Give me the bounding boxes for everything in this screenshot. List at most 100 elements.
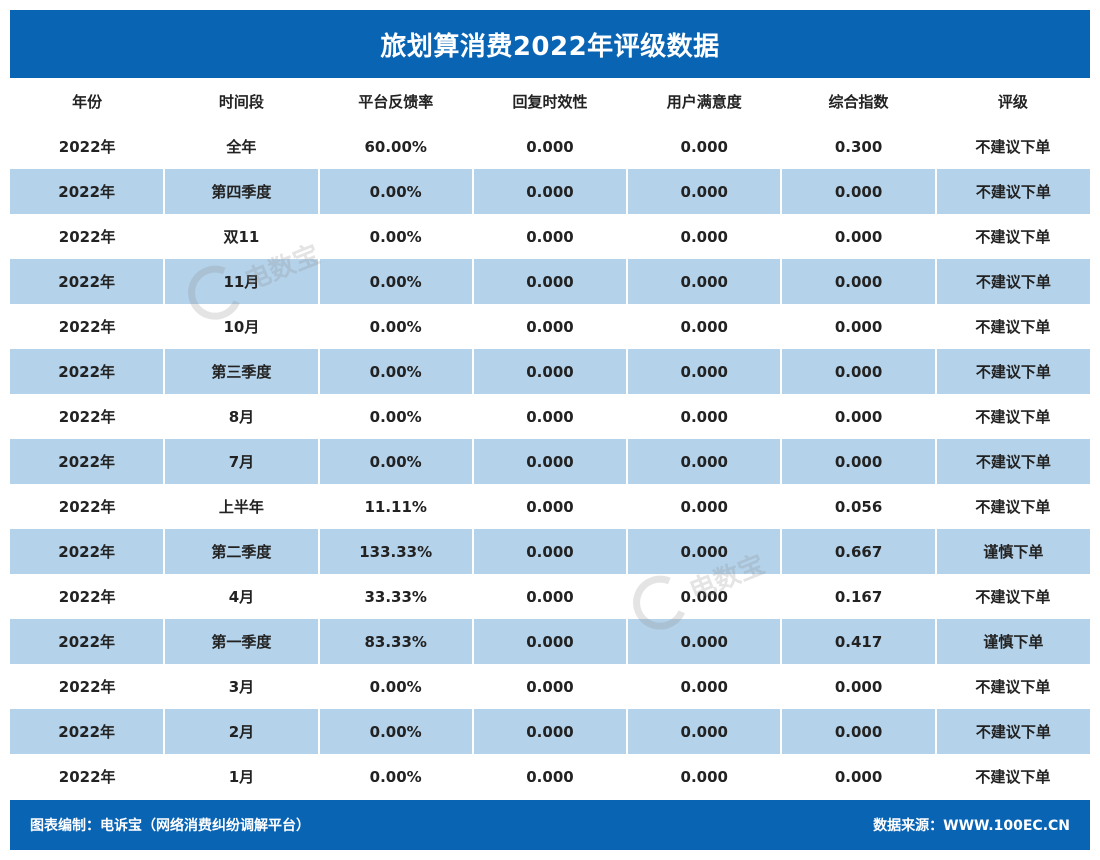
reply-timeliness-cell: 0.000 xyxy=(526,497,574,516)
satisfaction-cell: 0.000 xyxy=(626,619,782,664)
composite-index-cell: 0.000 xyxy=(780,709,936,754)
rating-cell: 不建议下单 xyxy=(975,408,1051,426)
reply-timeliness-cell: 0.000 xyxy=(471,439,628,484)
col-header-rating: 评级 xyxy=(997,92,1028,111)
satisfaction-cell: 0.000 xyxy=(680,137,728,156)
footer-bar: 图表编制：电诉宝（网络消费纠纷调解平台） 数据来源：WWW.100EC.CN xyxy=(10,800,1090,850)
col-header-reply-timeliness: 回复时效性 xyxy=(512,92,588,111)
composite-index-cell: 0.300 xyxy=(834,137,883,156)
satisfaction-cell: 0.000 xyxy=(626,259,782,304)
year-cell: 2022年 xyxy=(58,498,116,516)
period-cell: 第四季度 xyxy=(163,169,319,214)
satisfaction-cell: 0.000 xyxy=(680,497,728,516)
reply-timeliness-cell: 0.000 xyxy=(471,529,628,574)
reply-timeliness-cell: 0.000 xyxy=(471,349,628,394)
composite-index-cell: 0.000 xyxy=(780,349,936,394)
year-cell: 2022年 xyxy=(58,588,116,606)
rating-cell: 不建议下单 xyxy=(934,169,1090,214)
footer-source: 数据来源：WWW.100EC.CN xyxy=(873,818,1070,834)
satisfaction-cell: 0.000 xyxy=(680,587,728,606)
rating-cell: 不建议下单 xyxy=(975,768,1051,786)
period-cell: 8月 xyxy=(228,408,255,426)
feedback-rate-cell: 11.11% xyxy=(364,497,427,516)
period-cell: 7月 xyxy=(163,439,319,484)
rating-cell: 不建议下单 xyxy=(975,138,1051,156)
composite-index-cell: 0.000 xyxy=(780,259,936,304)
col-header-feedback-rate: 平台反馈率 xyxy=(358,92,434,111)
feedback-rate-cell: 0.00% xyxy=(369,677,422,696)
table-row: 2022年 10月 0.00% 0.000 0.000 0.000 不建议下单 xyxy=(10,304,1090,349)
feedback-rate-cell: 0.00% xyxy=(317,169,473,214)
year-cell: 2022年 xyxy=(10,529,165,574)
composite-index-cell: 0.667 xyxy=(780,529,936,574)
year-cell: 2022年 xyxy=(58,138,116,156)
year-cell: 2022年 xyxy=(10,709,165,754)
year-cell: 2022年 xyxy=(10,619,165,664)
feedback-rate-cell: 0.00% xyxy=(369,767,422,786)
year-cell: 2022年 xyxy=(58,678,116,696)
rating-cell: 谨慎下单 xyxy=(934,619,1090,664)
feedback-rate-cell: 0.00% xyxy=(317,709,473,754)
period-cell: 全年 xyxy=(226,138,257,156)
reply-timeliness-cell: 0.000 xyxy=(471,709,628,754)
rating-cell: 不建议下单 xyxy=(934,439,1090,484)
table-row: 2022年 上半年 11.11% 0.000 0.000 0.056 不建议下单 xyxy=(10,484,1090,529)
footer-credit: 图表编制：电诉宝（网络消费纠纷调解平台） xyxy=(30,818,310,834)
col-header-period: 时间段 xyxy=(218,92,264,111)
composite-index-cell: 0.000 xyxy=(834,317,883,336)
feedback-rate-cell: 60.00% xyxy=(364,137,427,156)
composite-index-cell: 0.000 xyxy=(834,677,883,696)
feedback-rate-cell: 0.00% xyxy=(369,227,422,246)
composite-index-cell: 0.000 xyxy=(780,169,936,214)
composite-index-cell: 0.000 xyxy=(834,407,883,426)
reply-timeliness-cell: 0.000 xyxy=(526,137,574,156)
period-cell: 4月 xyxy=(228,588,255,606)
period-cell: 第三季度 xyxy=(163,349,319,394)
composite-index-cell: 0.167 xyxy=(834,587,883,606)
table-row: 2022年 8月 0.00% 0.000 0.000 0.000 不建议下单 xyxy=(10,394,1090,439)
period-cell: 双11 xyxy=(223,228,260,246)
satisfaction-cell: 0.000 xyxy=(626,439,782,484)
rating-table: 年份 时间段 平台反馈率 回复时效性 用户满意度 综合指数 评级 2022年 全年… xyxy=(10,78,1090,799)
rating-cell: 不建议下单 xyxy=(934,709,1090,754)
period-cell: 1月 xyxy=(228,768,255,786)
satisfaction-cell: 0.000 xyxy=(680,677,728,696)
table-row: 2022年 全年 60.00% 0.000 0.000 0.300 不建议下单 xyxy=(10,124,1090,169)
feedback-rate-cell: 0.00% xyxy=(369,317,422,336)
satisfaction-cell: 0.000 xyxy=(626,529,782,574)
col-header-year: 年份 xyxy=(72,92,103,111)
feedback-rate-cell: 0.00% xyxy=(317,439,473,484)
table-row: 2022年 4月 33.33% 0.000 0.000 0.167 不建议下单 xyxy=(10,574,1090,619)
table-row: 2022年 3月 0.00% 0.000 0.000 0.000 不建议下单 xyxy=(10,664,1090,709)
rating-cell: 不建议下单 xyxy=(975,318,1051,336)
table-row: 2022年 第三季度 0.00% 0.000 0.000 0.000 不建议下单 xyxy=(10,349,1090,394)
year-cell: 2022年 xyxy=(58,318,116,336)
feedback-rate-cell: 133.33% xyxy=(317,529,473,574)
year-cell: 2022年 xyxy=(10,169,165,214)
table-row: 2022年 第一季度 83.33% 0.000 0.000 0.417 谨慎下单 xyxy=(10,619,1090,664)
composite-index-cell: 0.000 xyxy=(780,439,936,484)
composite-index-cell: 0.417 xyxy=(780,619,936,664)
period-cell: 10月 xyxy=(223,318,260,336)
year-cell: 2022年 xyxy=(58,768,116,786)
year-cell: 2022年 xyxy=(58,228,116,246)
rating-cell: 不建议下单 xyxy=(975,228,1051,246)
satisfaction-cell: 0.000 xyxy=(680,767,728,786)
satisfaction-cell: 0.000 xyxy=(680,317,728,336)
reply-timeliness-cell: 0.000 xyxy=(526,587,574,606)
composite-index-cell: 0.000 xyxy=(834,767,883,786)
rating-cell: 不建议下单 xyxy=(975,588,1051,606)
year-cell: 2022年 xyxy=(58,408,116,426)
rating-cell: 不建议下单 xyxy=(975,498,1051,516)
table-row: 2022年 第四季度 0.00% 0.000 0.000 0.000 不建议下单 xyxy=(10,169,1090,214)
table-row: 2022年 2月 0.00% 0.000 0.000 0.000 不建议下单 xyxy=(10,709,1090,754)
satisfaction-cell: 0.000 xyxy=(680,227,728,246)
feedback-rate-cell: 33.33% xyxy=(364,587,427,606)
year-cell: 2022年 xyxy=(10,439,165,484)
rating-cell: 谨慎下单 xyxy=(934,529,1090,574)
feedback-rate-cell: 0.00% xyxy=(317,259,473,304)
reply-timeliness-cell: 0.000 xyxy=(471,169,628,214)
year-cell: 2022年 xyxy=(10,349,165,394)
rating-cell: 不建议下单 xyxy=(934,349,1090,394)
satisfaction-cell: 0.000 xyxy=(680,407,728,426)
